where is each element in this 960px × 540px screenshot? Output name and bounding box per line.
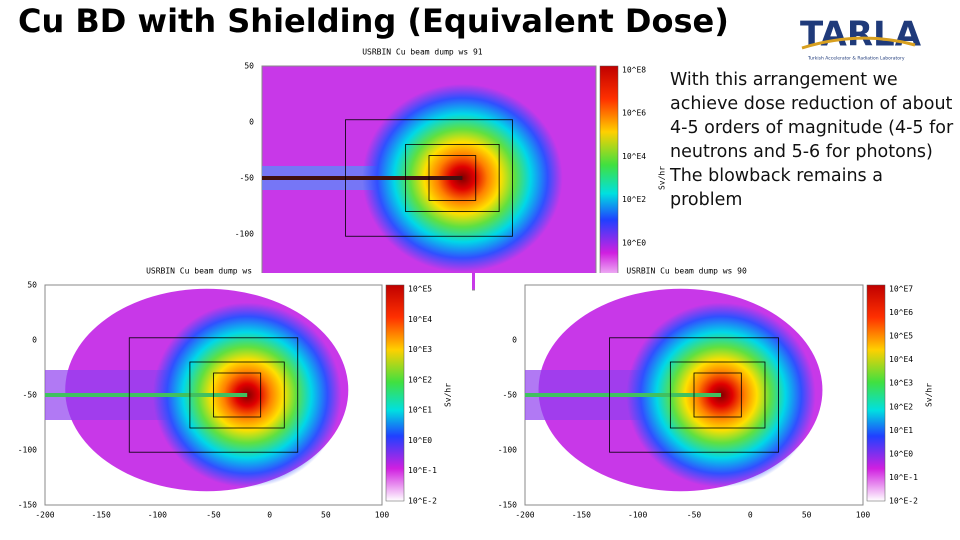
beam-line bbox=[525, 393, 722, 397]
shielding-outline bbox=[405, 143, 500, 212]
shielding-outline bbox=[213, 372, 262, 418]
colorbar-label: 10^E2 bbox=[408, 375, 432, 384]
colorbar-label: 10^E3 bbox=[889, 379, 913, 388]
colorbar-label: 10^E2 bbox=[622, 195, 646, 204]
unit-label: Sv/hr bbox=[444, 383, 453, 407]
logo-name: TARLA bbox=[800, 15, 922, 55]
colorbar bbox=[385, 284, 405, 502]
colorbar-label: 10^E5 bbox=[889, 332, 913, 341]
slide-title: Cu BD with Shielding (Equivalent Dose) bbox=[18, 2, 729, 40]
y-tick-label: -50 bbox=[240, 174, 255, 183]
y-tick-label: -150 bbox=[18, 501, 37, 510]
y-tick-label: -50 bbox=[23, 391, 38, 400]
colorbar-label: 10^E-1 bbox=[889, 473, 918, 482]
shielding-outline bbox=[189, 361, 285, 429]
logo: TARLA Turkish Accelerator & Radiation La… bbox=[800, 15, 922, 62]
colorbar-label: 10^E0 bbox=[622, 238, 646, 247]
y-tick-label: 0 bbox=[512, 336, 517, 345]
colorbar-label: 10^E1 bbox=[889, 426, 913, 435]
x-tick-label: -100 bbox=[148, 511, 167, 520]
shielding-outline bbox=[609, 337, 779, 453]
y-tick-label: -100 bbox=[498, 446, 517, 455]
colorbar bbox=[599, 65, 619, 287]
colorbar-label: 10^E0 bbox=[889, 449, 913, 458]
x-tick-label: -150 bbox=[572, 511, 591, 520]
y-tick-label: 50 bbox=[244, 62, 254, 71]
dose-map: USRBIN Cu beam dump ws500-50-100-150-200… bbox=[0, 267, 472, 525]
colorbar-label: 10^E1 bbox=[408, 406, 432, 415]
shielding-outline bbox=[669, 361, 766, 429]
colorbar-label: 10^E-2 bbox=[889, 497, 918, 506]
y-tick-label: 50 bbox=[27, 281, 37, 290]
colorbar-label: 10^E6 bbox=[622, 109, 646, 118]
colorbar-label: 10^E0 bbox=[408, 436, 432, 445]
logo-swoosh bbox=[801, 36, 916, 50]
colorbar-label: 10^E3 bbox=[408, 345, 432, 354]
colorbar-label: 10^E6 bbox=[889, 308, 913, 317]
colorbar-label: 10^E-1 bbox=[408, 466, 437, 475]
beam-line bbox=[262, 176, 463, 180]
beam-line bbox=[45, 393, 248, 397]
x-tick-label: 50 bbox=[802, 511, 812, 520]
shielding-outline bbox=[345, 119, 513, 237]
colorbar-label: 10^E2 bbox=[889, 402, 913, 411]
x-tick-label: 50 bbox=[321, 511, 331, 520]
colorbar-label: 10^E-2 bbox=[408, 497, 437, 506]
unit-label: Sv/hr bbox=[658, 166, 667, 190]
colorbar-label: 10^E4 bbox=[408, 315, 432, 324]
y-tick-label: -100 bbox=[18, 446, 37, 455]
shielding-outline bbox=[693, 372, 742, 418]
y-tick-label: 0 bbox=[249, 118, 254, 127]
y-tick-label: -100 bbox=[235, 230, 254, 239]
shielding-outline bbox=[428, 155, 477, 201]
paragraph: With this arrangement we achieve dose re… bbox=[670, 70, 954, 162]
plot-title: USRBIN Cu beam dump ws 90 bbox=[626, 267, 747, 276]
x-tick-label: -200 bbox=[515, 511, 534, 520]
colorbar-label: 10^E7 bbox=[889, 285, 913, 294]
x-tick-label: 100 bbox=[375, 511, 390, 520]
colorbar-label: 10^E4 bbox=[622, 152, 646, 161]
colorbar bbox=[866, 284, 886, 502]
x-tick-label: 0 bbox=[748, 511, 753, 520]
unit-label: Sv/hr bbox=[925, 383, 934, 407]
plot-title: USRBIN Cu beam dump ws 91 bbox=[362, 48, 483, 57]
logo-subtitle: Turkish Accelerator & Radiation Laborato… bbox=[807, 56, 905, 62]
y-tick-label: -150 bbox=[498, 501, 517, 510]
paragraph: The blowback remains a problem bbox=[670, 166, 883, 210]
dose-map: USRBIN Cu beam dump ws 900-50-100-150-20… bbox=[475, 267, 953, 525]
colorbar-label: 10^E8 bbox=[622, 66, 646, 75]
x-tick-label: -50 bbox=[206, 511, 221, 520]
text-block: With this arrangement we achieve dose re… bbox=[670, 68, 955, 212]
y-tick-label: 0 bbox=[32, 336, 37, 345]
shielding-outline bbox=[128, 337, 299, 453]
x-tick-label: -150 bbox=[92, 511, 111, 520]
x-tick-label: -50 bbox=[687, 511, 702, 520]
dose-map: USRBIN Cu beam dump ws 91500-50-100-150-… bbox=[212, 48, 686, 310]
x-tick-label: -100 bbox=[628, 511, 647, 520]
x-tick-label: -200 bbox=[35, 511, 54, 520]
x-tick-label: 100 bbox=[856, 511, 871, 520]
x-tick-label: 0 bbox=[267, 511, 272, 520]
plot-title: USRBIN Cu beam dump ws bbox=[146, 267, 252, 276]
colorbar-label: 10^E5 bbox=[408, 285, 432, 294]
colorbar-label: 10^E4 bbox=[889, 355, 913, 364]
y-tick-label: -50 bbox=[503, 391, 518, 400]
